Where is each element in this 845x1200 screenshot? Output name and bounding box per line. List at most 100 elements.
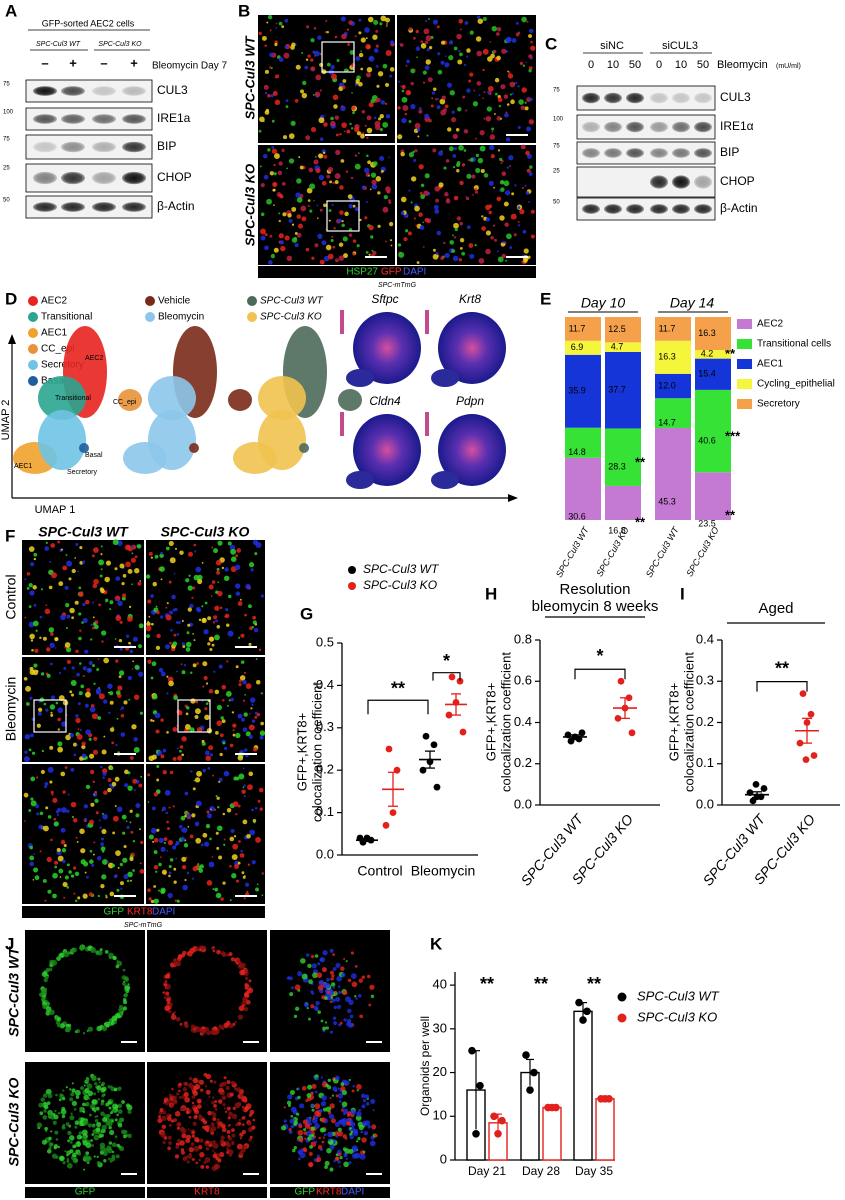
cell [524,106,529,111]
cell [365,201,368,204]
cell [385,17,391,23]
cell [494,92,498,96]
cell [308,167,314,173]
cell [291,223,295,226]
cell [112,815,119,822]
cell [74,1089,81,1096]
feature-umap [346,471,374,489]
cell [181,670,186,675]
cell [259,116,265,123]
cell [271,119,275,123]
cell [426,48,430,52]
cell [422,221,425,224]
cell [335,1094,339,1098]
value-label: 14.7 [658,417,676,427]
cell [115,598,119,602]
cell [273,153,280,160]
cell [172,756,177,761]
cell [180,953,185,958]
cell [172,1095,178,1101]
cell [127,871,133,878]
cell [117,1103,123,1109]
cell [86,875,89,879]
cell [289,1089,296,1096]
cell [437,52,441,56]
value-label: 16.3 [698,328,716,338]
cell [231,1133,236,1138]
cell [373,48,379,53]
cell [358,1125,364,1131]
cell [63,667,67,670]
cell [351,62,356,68]
cell [55,1093,58,1097]
cell [121,814,127,820]
cell [171,1088,174,1091]
point [445,711,453,719]
cell [112,1103,118,1110]
cell [403,237,408,242]
cell [120,713,125,718]
cell [54,865,58,869]
cell [75,714,79,718]
cell [31,648,34,652]
feature-umap [438,414,506,486]
cell [34,875,40,881]
cell [188,1146,195,1153]
cell [475,153,480,158]
cell [66,809,70,813]
cell [324,996,328,1001]
cell [204,841,210,847]
cell [299,1103,305,1109]
cell [365,72,372,78]
cell [317,962,321,966]
cell [109,1129,115,1136]
cell [500,187,505,192]
legend-label: Secretory [757,399,800,410]
label: Krt8 [459,292,481,306]
cell [285,99,289,103]
cell [241,789,246,794]
cell [367,160,371,165]
cell [63,896,66,899]
cell [458,144,464,151]
cell [205,1140,210,1144]
cell [94,790,98,794]
cell [33,663,38,668]
cell [98,603,101,607]
cell [201,561,204,564]
cell [152,694,158,700]
x-tick-label: Day 28 [522,1164,560,1178]
cell [102,859,108,865]
cell [151,806,156,811]
significance-bracket [432,672,461,681]
cell [114,776,120,782]
marker: 75 [3,82,10,88]
cell [208,861,215,868]
cell [113,874,118,879]
cell [116,888,120,892]
cell [201,741,206,746]
point [389,809,397,816]
legend-dot [348,566,356,574]
cell [341,1089,348,1096]
cell [61,848,67,853]
cell [45,708,49,712]
cell [397,106,401,110]
cell [54,647,57,649]
cell [327,253,334,260]
cell [74,600,79,605]
cell [109,783,113,787]
cell [132,660,135,663]
cell [348,20,354,25]
cell [185,647,191,652]
cell [269,52,274,58]
cell [440,109,447,116]
cell [350,176,354,180]
value-label: 37.7 [608,385,626,395]
cell [352,111,355,115]
error-bar [425,750,435,769]
cell [482,97,484,100]
point [422,732,430,740]
cell [323,155,328,159]
cell [68,870,72,874]
